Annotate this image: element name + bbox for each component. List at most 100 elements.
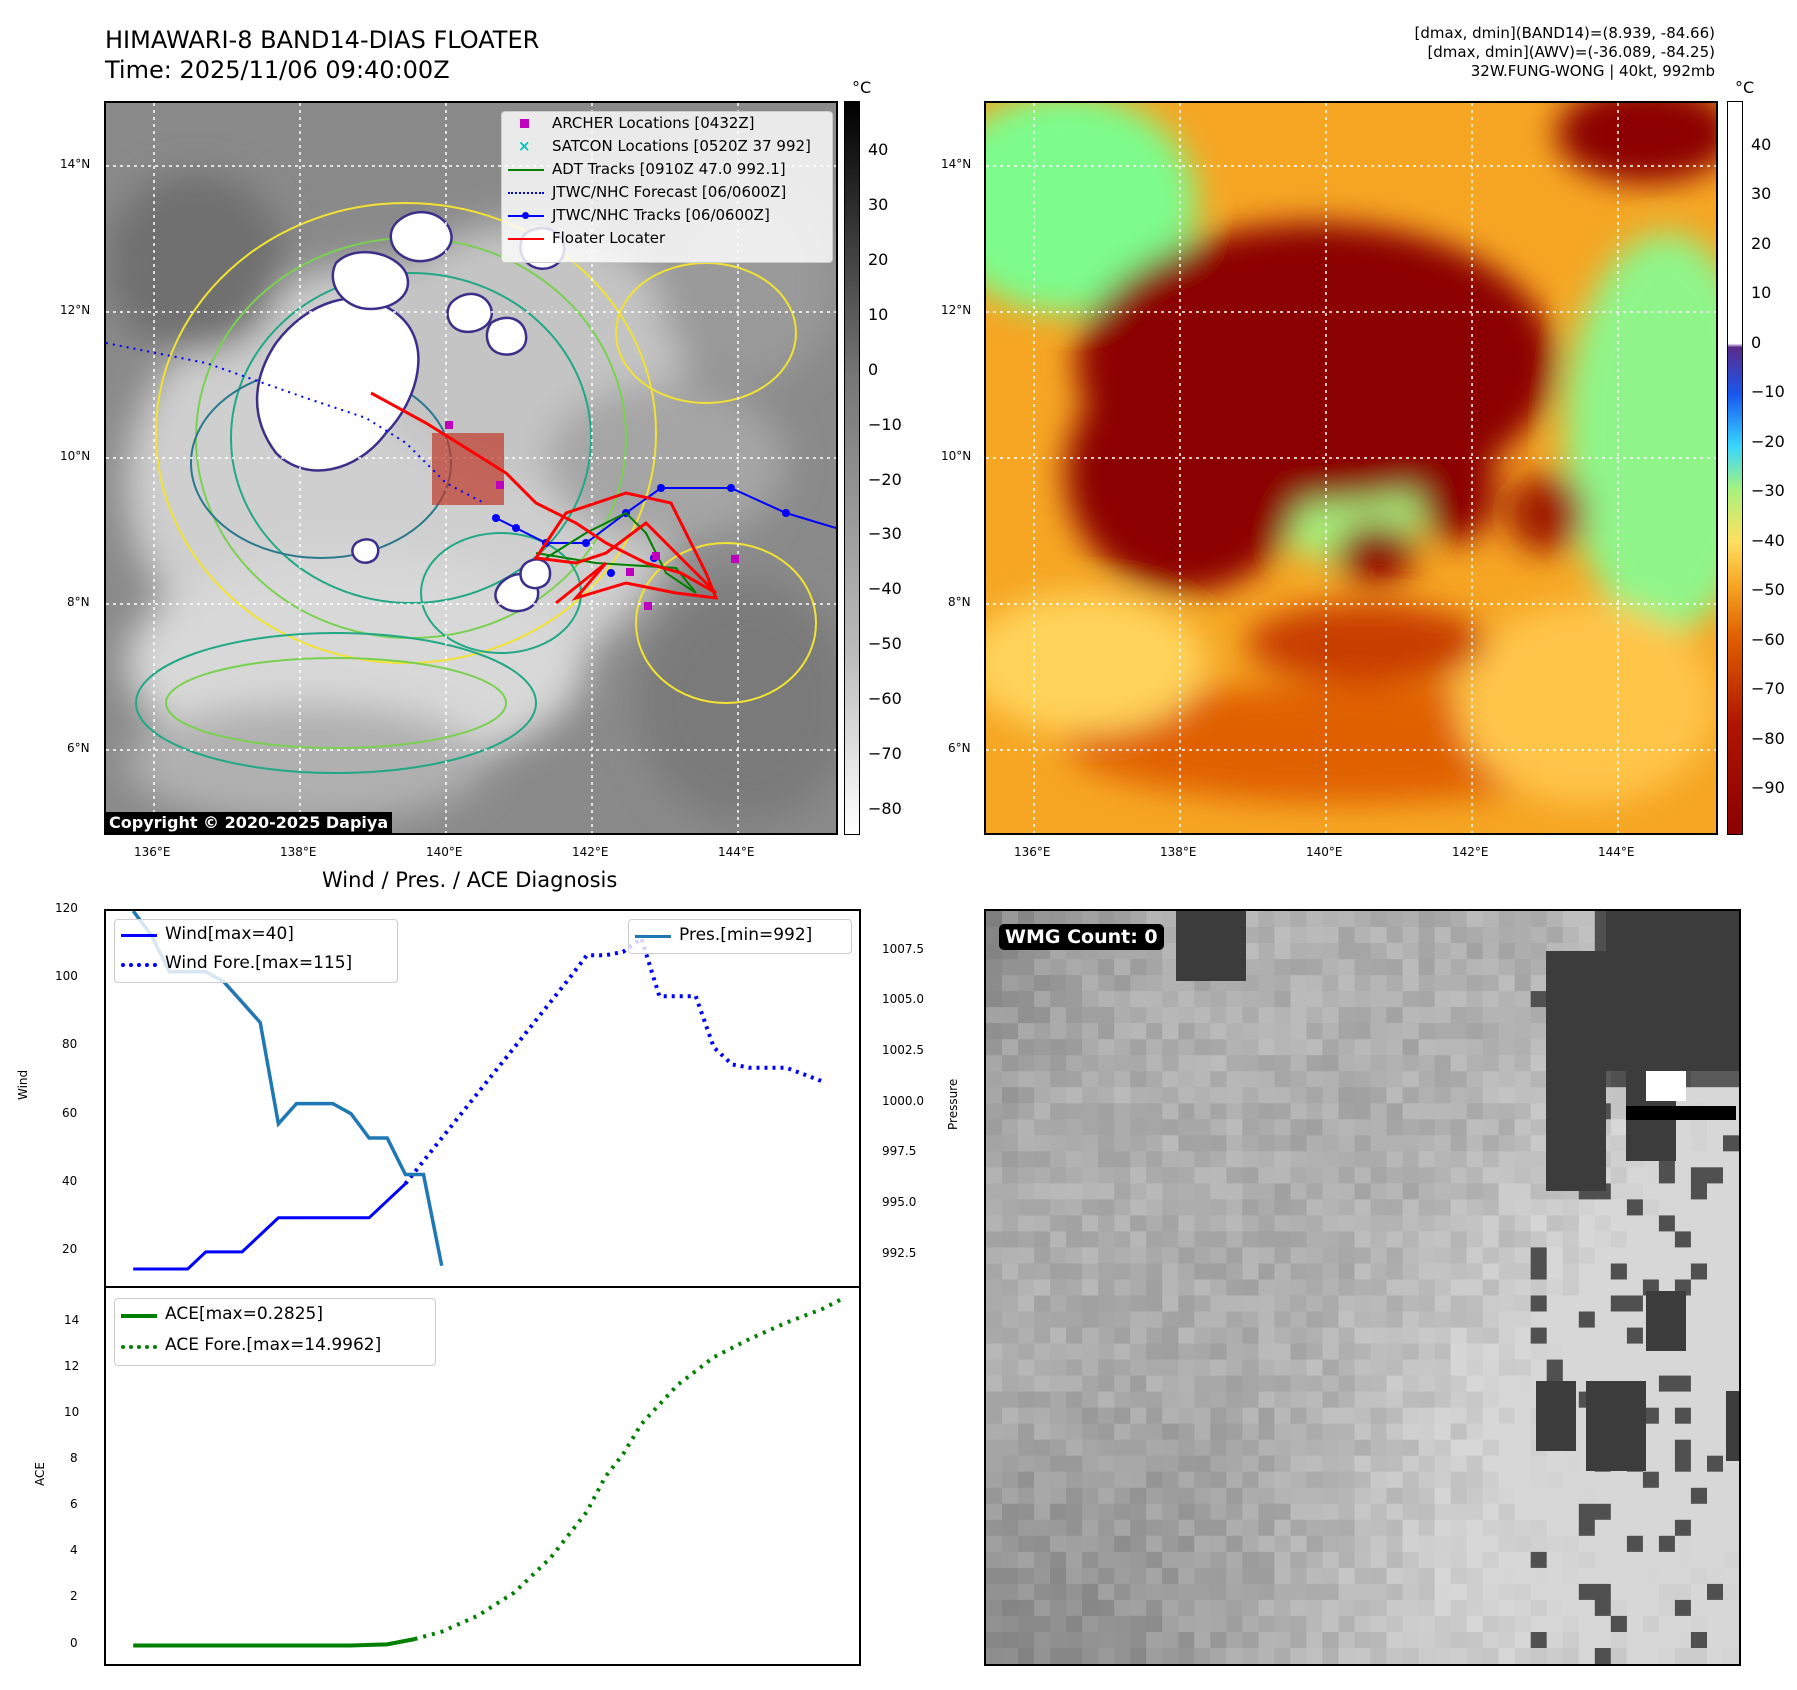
- left-lat-14: 14°N: [60, 157, 91, 171]
- legend-ace-label: ACE[max=0.2825]: [165, 1304, 323, 1324]
- pressure-y-tick: 997.5: [882, 1144, 917, 1159]
- pressure-legend: Pres.[min=992]: [628, 919, 852, 954]
- info-line1: [dmax, dmin](BAND14)=(8.939, -84.66): [1414, 24, 1715, 42]
- right-colorbar-tick: 20: [1751, 233, 1772, 253]
- legend-adt-marker: [508, 169, 544, 171]
- right-lon-144: 144°E: [1598, 845, 1635, 859]
- right-lon-136: 136°E: [1014, 845, 1051, 859]
- legend-wind-marker: [121, 934, 157, 937]
- left-colorbar-tick: 10: [868, 304, 889, 324]
- left-colorbar-tick: 40: [868, 139, 889, 159]
- legend-jtwc-tracks-dot: [522, 212, 529, 219]
- left-colorbar-tick: −20: [868, 469, 902, 489]
- pressure-axis-label: Pressure: [946, 1078, 960, 1130]
- wind-y-tick: 60: [62, 1105, 78, 1120]
- legend-jtwc-forecast-marker: [508, 192, 544, 194]
- ace-series-1-line: [413, 1297, 842, 1642]
- right-colorbar-tick: −60: [1751, 629, 1785, 649]
- legend-ace-forecast-marker: [121, 1345, 157, 1349]
- ace-axis-label: ACE: [33, 1462, 47, 1486]
- legend-floater-label: Floater Locater: [552, 229, 666, 247]
- ace-series-0-line: [133, 1637, 415, 1648]
- right-colorbar-tick: −70: [1751, 679, 1785, 699]
- right-colorbar-tick: 10: [1751, 283, 1772, 303]
- ace-legend: ACE[max=0.2825] ACE Fore.[max=14.9962]: [114, 1298, 436, 1366]
- legend-archer-label: ARCHER Locations [0432Z]: [552, 114, 755, 132]
- legend-pressure: Pres.[min=992]: [629, 920, 851, 951]
- left-lon-144: 144°E: [718, 845, 755, 859]
- right-grid-lines: [986, 103, 1716, 833]
- right-colorbar-tick: 40: [1751, 135, 1772, 155]
- pressure-y-tick: 1002.5: [882, 1042, 924, 1057]
- pressure-y-tick: 995.0: [882, 1194, 917, 1209]
- wmg-svg: [986, 911, 1739, 1664]
- legend-wind-forecast-marker: [121, 963, 157, 967]
- right-awv-map: [984, 101, 1718, 835]
- legend-wind-forecast: Wind Fore.[max=115]: [115, 949, 397, 978]
- right-lat-10: 10°N: [941, 449, 972, 463]
- ace-svg: [133, 1297, 842, 1648]
- legend-ace: ACE[max=0.2825]: [115, 1299, 435, 1330]
- legend-archer: ARCHER Locations [0432Z]: [502, 112, 832, 135]
- wind-y-tick: 20: [62, 1241, 78, 1256]
- left-colorbar-tick: −40: [868, 579, 902, 599]
- ace-y-tick: 8: [70, 1451, 78, 1465]
- wmg-count-badge: WMG Count: 0: [999, 924, 1164, 950]
- series-0-line: [133, 1182, 407, 1271]
- right-colorbar-tick: 30: [1751, 184, 1772, 204]
- right-colorbar-tick: −20: [1751, 431, 1785, 451]
- legend-ace-forecast: ACE Fore.[max=14.9962]: [115, 1330, 435, 1361]
- legend-jtwc-tracks-label: JTWC/NHC Tracks [06/0600Z]: [552, 206, 770, 224]
- left-colorbar: [844, 101, 860, 835]
- wind-pressure-chart: Wind[max=40] Wind Fore.[max=115] Pres.[m…: [104, 909, 861, 1288]
- left-colorbar-tick: 30: [868, 194, 889, 214]
- pressure-y-tick: 1005.0: [882, 992, 924, 1007]
- ace-y-tick: 14: [64, 1312, 80, 1327]
- left-colorbar-tick: −30: [868, 524, 902, 544]
- ace-y-tick: 10: [64, 1404, 80, 1419]
- right-colorbar-tick: 0: [1751, 332, 1762, 352]
- left-colorbar-tick: 20: [868, 249, 889, 269]
- wind-y-tick: 100: [55, 969, 78, 984]
- left-lon-136: 136°E: [134, 845, 171, 859]
- ace-chart: ACE[max=0.2825] ACE Fore.[max=14.9962]: [104, 1286, 861, 1666]
- left-lat-6: 6°N: [67, 741, 90, 755]
- info-line3: 32W.FUNG-WONG | 40kt, 992mb: [1470, 62, 1715, 80]
- legend-jtwc-tracks: JTWC/NHC Tracks [06/0600Z]: [502, 204, 832, 227]
- legend-jtwc-forecast: JTWC/NHC Forecast [06/0600Z]: [502, 181, 832, 204]
- legend-wind: Wind[max=40]: [115, 920, 397, 949]
- right-lon-138: 138°E: [1160, 845, 1197, 859]
- legend-floater-marker: [508, 238, 544, 240]
- right-colorbar-tick: −10: [1751, 382, 1785, 402]
- pressure-y-tick: 1000.0: [882, 1093, 924, 1108]
- legend-ace-forecast-label: ACE Fore.[max=14.9962]: [165, 1335, 382, 1355]
- right-lon-140: 140°E: [1306, 845, 1343, 859]
- right-lat-14: 14°N: [941, 157, 972, 171]
- left-satellite-map: ARCHER Locations [0432Z] × SATCON Locatio…: [104, 101, 838, 835]
- right-lat-12: 12°N: [941, 303, 972, 317]
- info-line2: [dmax, dmin](AWV)=(-36.089, -84.25): [1427, 43, 1715, 61]
- left-map-legend: ARCHER Locations [0432Z] × SATCON Locatio…: [501, 111, 833, 263]
- floater-locator-track: [370, 391, 719, 605]
- copyright-label: Copyright © 2020-2025 Dapiya: [106, 812, 393, 833]
- ace-y-tick: 2: [70, 1589, 78, 1604]
- contour-lines: [135, 202, 817, 774]
- right-map-svg: [986, 103, 1716, 833]
- right-colorbar: [1727, 101, 1743, 835]
- pressure-y-tick: 1007.5: [882, 941, 924, 956]
- legend-satcon-label: SATCON Locations [0520Z 37 992]: [552, 137, 811, 155]
- left-lon-138: 138°E: [280, 845, 317, 859]
- left-colorbar-tick: −70: [868, 744, 902, 764]
- legend-ace-marker: [121, 1314, 157, 1318]
- wind-y-tick: 40: [62, 1173, 78, 1188]
- diagnosis-title: Wind / Pres. / ACE Diagnosis: [322, 868, 618, 892]
- right-colorbar-tick: −90: [1751, 778, 1785, 797]
- left-colorbar-tick: −10: [868, 414, 902, 434]
- left-colorbar-unit: °C: [852, 78, 872, 97]
- legend-pressure-marker: [635, 935, 671, 938]
- legend-wind-forecast-label: Wind Fore.[max=115]: [165, 953, 353, 973]
- right-colorbar-tick: −40: [1751, 530, 1785, 550]
- ace-y-tick: 12: [64, 1358, 80, 1373]
- legend-wind-label: Wind[max=40]: [165, 924, 294, 944]
- archer-locations: [445, 421, 739, 610]
